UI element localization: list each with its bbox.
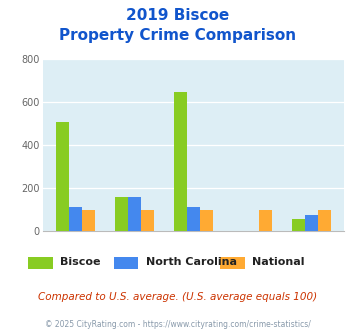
Bar bbox=[292, 219, 305, 231]
Bar bbox=[115, 197, 128, 231]
Text: 2019 Biscoe: 2019 Biscoe bbox=[126, 8, 229, 23]
Text: North Carolina: North Carolina bbox=[146, 256, 236, 267]
Text: Compared to U.S. average. (U.S. average equals 100): Compared to U.S. average. (U.S. average … bbox=[38, 292, 317, 302]
Bar bbox=[200, 210, 213, 231]
Bar bbox=[174, 91, 187, 231]
Text: Property Crime Comparison: Property Crime Comparison bbox=[59, 28, 296, 43]
Bar bbox=[128, 197, 141, 231]
Text: Biscoe: Biscoe bbox=[60, 256, 101, 267]
Text: © 2025 CityRating.com - https://www.cityrating.com/crime-statistics/: © 2025 CityRating.com - https://www.city… bbox=[45, 320, 310, 329]
Bar bbox=[187, 208, 200, 231]
Bar bbox=[141, 210, 154, 231]
Bar bbox=[305, 215, 318, 231]
Bar bbox=[82, 210, 95, 231]
Bar bbox=[69, 208, 82, 231]
Text: National: National bbox=[252, 256, 305, 267]
Bar bbox=[259, 210, 272, 231]
Bar bbox=[56, 121, 69, 231]
Bar bbox=[318, 210, 331, 231]
